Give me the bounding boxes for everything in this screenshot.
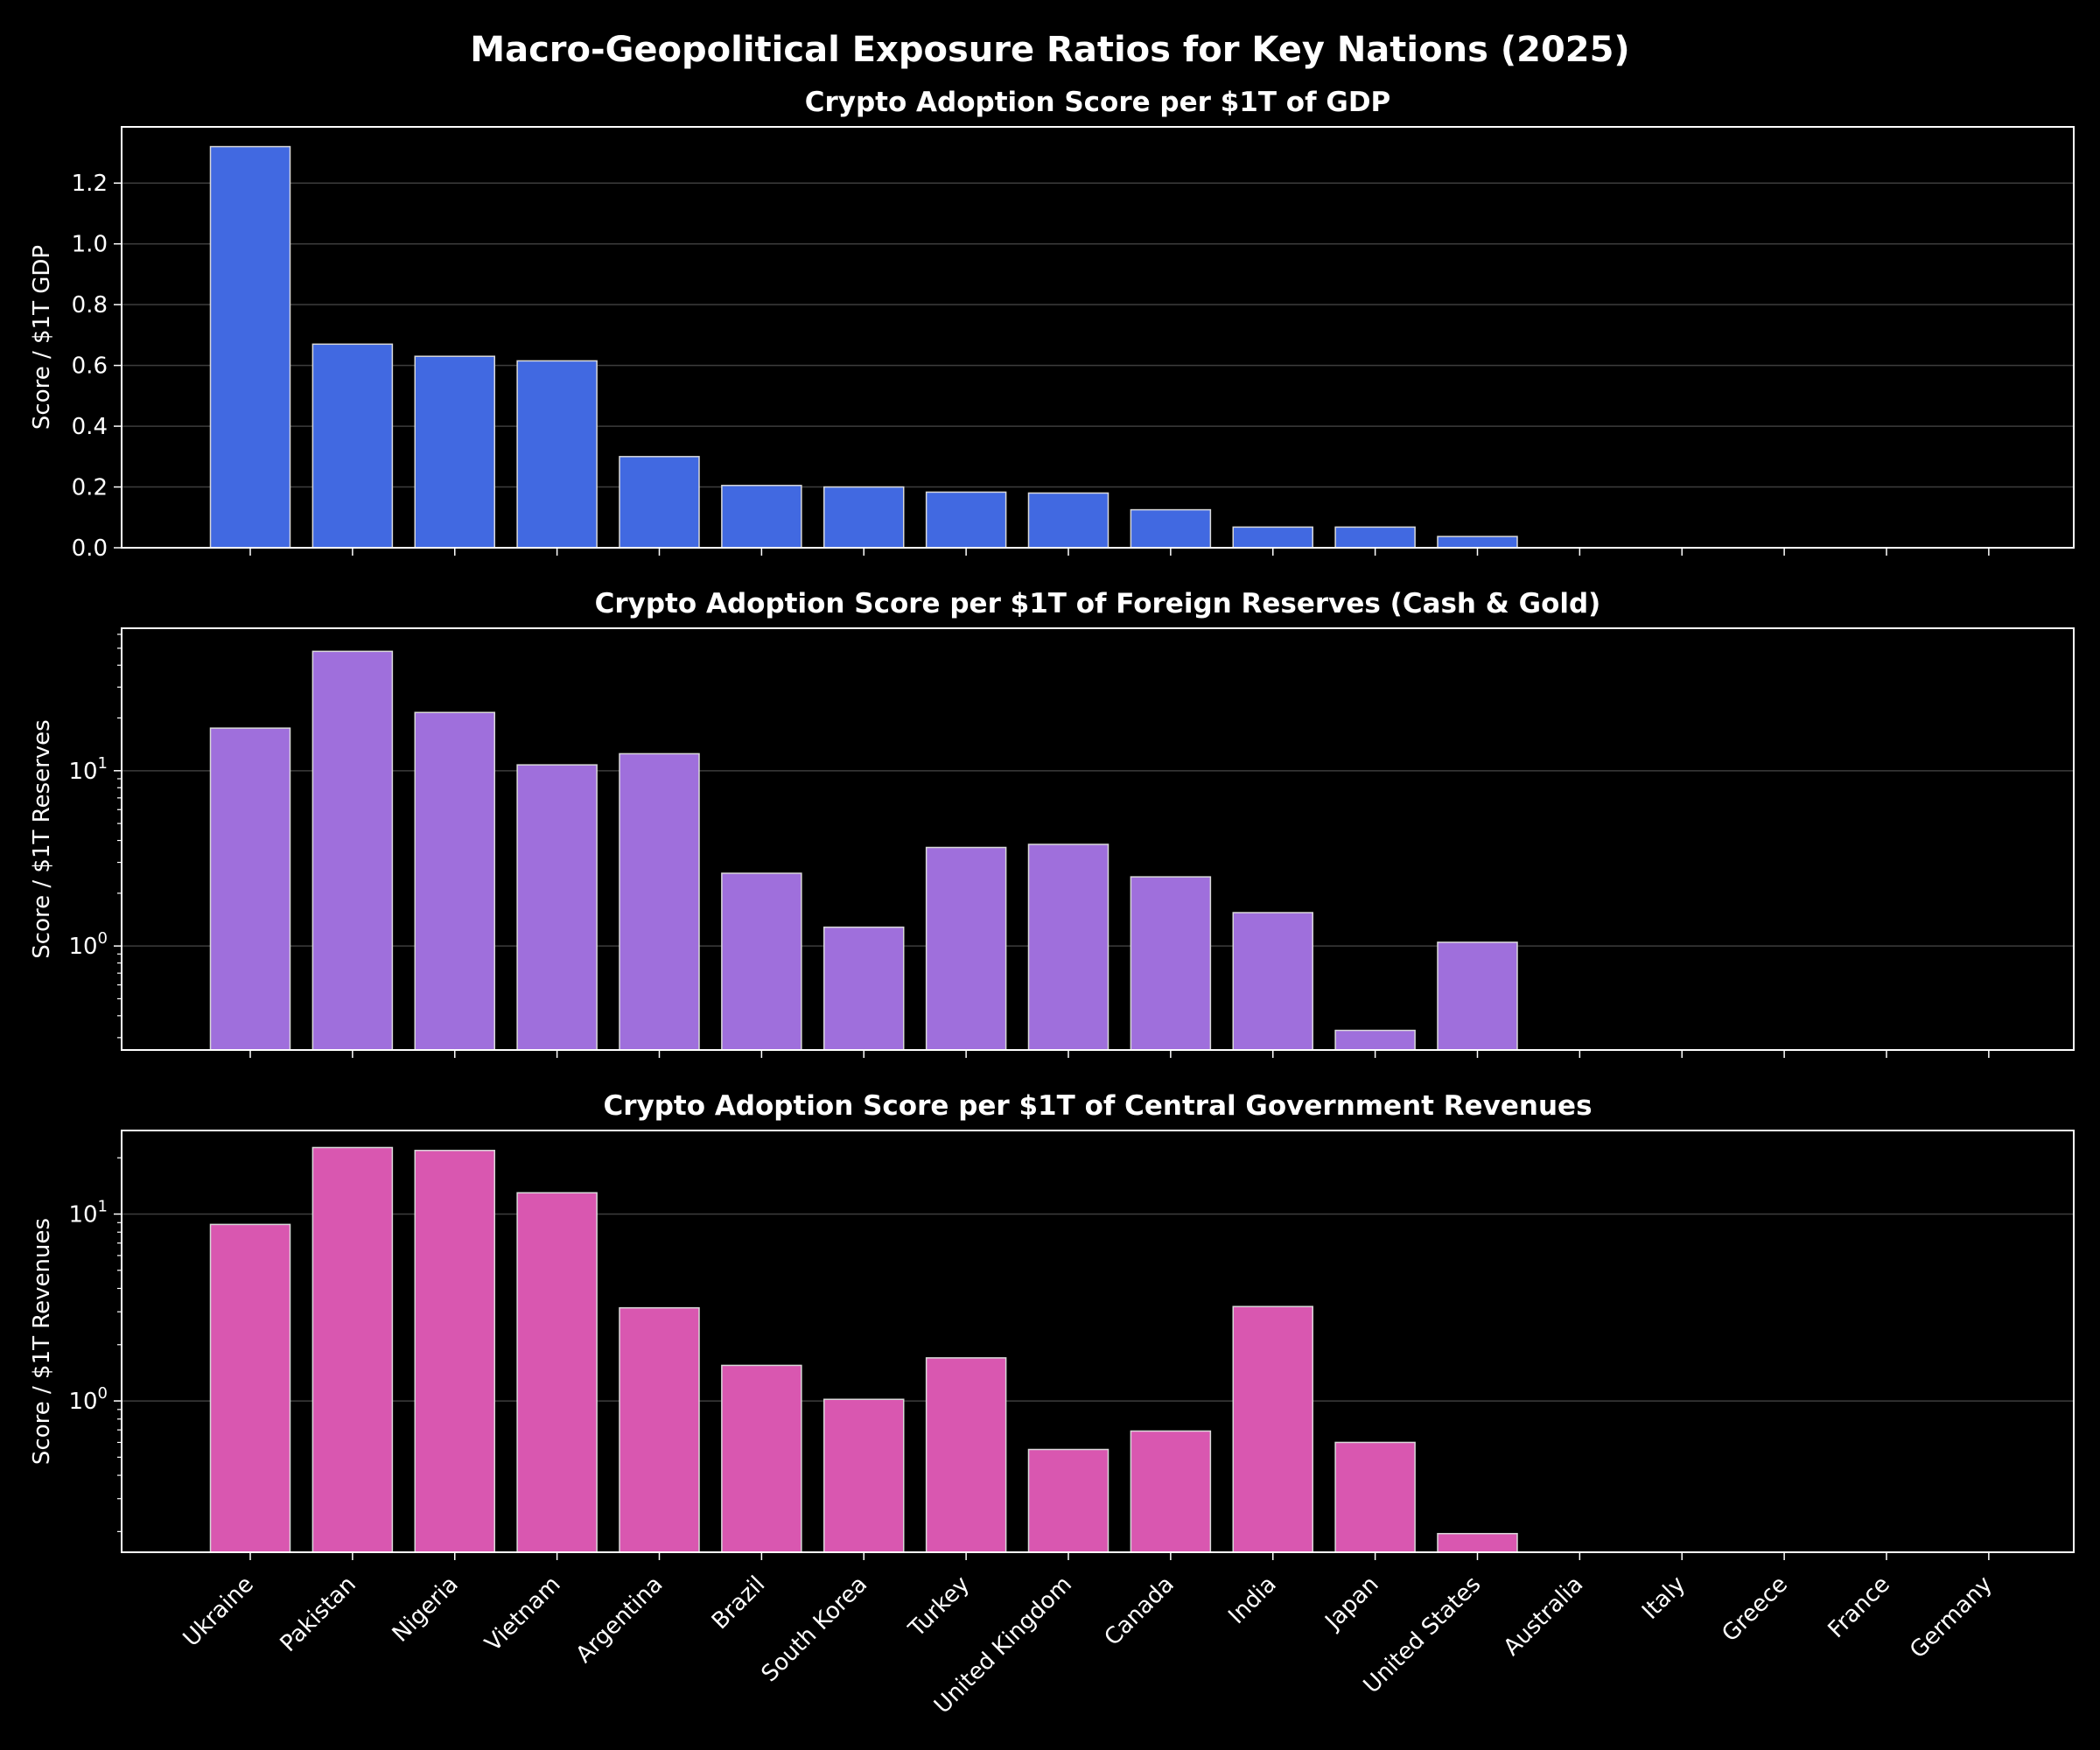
bar [721, 1364, 802, 1553]
y-tick-label: 100 [68, 1384, 108, 1415]
x-tick-label: France [1824, 1572, 1895, 1643]
bar [1027, 844, 1110, 1051]
bar [1232, 912, 1313, 1051]
x-tick-label: Japan [1320, 1572, 1384, 1636]
bar [1027, 1448, 1110, 1553]
bar [1232, 1306, 1313, 1553]
bar [1437, 536, 1518, 549]
bar [414, 1150, 495, 1553]
bar [312, 1146, 394, 1553]
y-tick-label: 0.6 [72, 354, 108, 380]
y-tick-label: 1.2 [72, 171, 108, 197]
bar [619, 1306, 700, 1553]
x-tick-label: Vietnam [480, 1572, 566, 1657]
bar [619, 752, 700, 1051]
bar [823, 486, 905, 549]
x-tick-label: Canada [1100, 1572, 1180, 1651]
y-tick-label: 101 [68, 1198, 108, 1228]
bar [414, 711, 495, 1051]
x-tick-label: Italy [1637, 1572, 1690, 1625]
bar [1130, 876, 1212, 1051]
plot-frame [121, 126, 2075, 549]
bar [414, 355, 495, 549]
bar [823, 926, 905, 1051]
panel-title: Crypto Adoption Score per $1T of GDP [805, 87, 1391, 118]
bar [823, 1398, 905, 1553]
bar [1334, 1441, 1416, 1553]
bar [209, 145, 291, 549]
chart-panel-1: Crypto Adoption Score per $1T of GDP Scor… [29, 87, 2075, 562]
bar [1437, 942, 1518, 1051]
bar [1334, 526, 1416, 549]
bar [925, 491, 1007, 549]
y-tick-label: 100 [68, 929, 108, 960]
bar [516, 360, 598, 549]
y-tick-label: 0.2 [72, 475, 108, 501]
bar [312, 343, 394, 549]
bar [312, 650, 394, 1051]
x-tick-label: Australia [1499, 1572, 1589, 1662]
y-axis-label: Score / $1T Revenues [29, 1218, 55, 1465]
y-tick-label: 0.8 [72, 292, 108, 318]
y-tick-label: 1.0 [72, 232, 108, 258]
x-tick-label: Greece [1717, 1572, 1793, 1648]
x-tick-label: Turkey [903, 1572, 975, 1643]
plot-frame [121, 627, 2075, 1051]
bar [1130, 508, 1212, 549]
x-tick-label: Argentina [571, 1572, 668, 1669]
bar [209, 1223, 291, 1553]
x-tick-label: Pakistan [276, 1572, 361, 1657]
panel-title: Crypto Adoption Score per $1T of Foreign… [595, 588, 1601, 620]
bar [721, 872, 802, 1051]
bar [721, 485, 802, 549]
y-tick-label: 0.0 [72, 536, 108, 562]
bar [925, 846, 1007, 1051]
panel-title: Crypto Adoption Score per $1T of Central… [603, 1090, 1592, 1122]
bar [1437, 1532, 1518, 1553]
bar [516, 764, 598, 1051]
x-tick-label: Germany [1905, 1572, 1998, 1664]
bar [925, 1357, 1007, 1553]
bar [209, 727, 291, 1051]
plot-frame [121, 1130, 2075, 1553]
y-tick-label: 0.4 [72, 414, 108, 440]
x-tick-label: India [1223, 1572, 1281, 1629]
bar [619, 456, 700, 549]
y-axis-label: Score / $1T Reserves [29, 719, 55, 958]
figure-title: Macro-Geopolitical Exposure Ratios for K… [470, 30, 1629, 70]
chart-panel-2: Crypto Adoption Score per $1T of Foreign… [29, 588, 2075, 1058]
chart-panel-3: Crypto Adoption Score per $1T of Central… [29, 1090, 2075, 1719]
y-tick-label: 101 [68, 754, 108, 785]
x-tick-label: Brazil [707, 1572, 771, 1635]
x-tick-label: South Korea [757, 1572, 873, 1688]
x-tick-label: Ukraine [178, 1572, 259, 1652]
x-tick-label: Nigeria [388, 1572, 464, 1648]
bar [1334, 1029, 1416, 1051]
bar [516, 1192, 598, 1553]
bar [1130, 1430, 1212, 1553]
bar [1027, 492, 1110, 549]
y-axis-label: Score / $1T GDP [29, 245, 55, 430]
bar [1232, 526, 1313, 549]
